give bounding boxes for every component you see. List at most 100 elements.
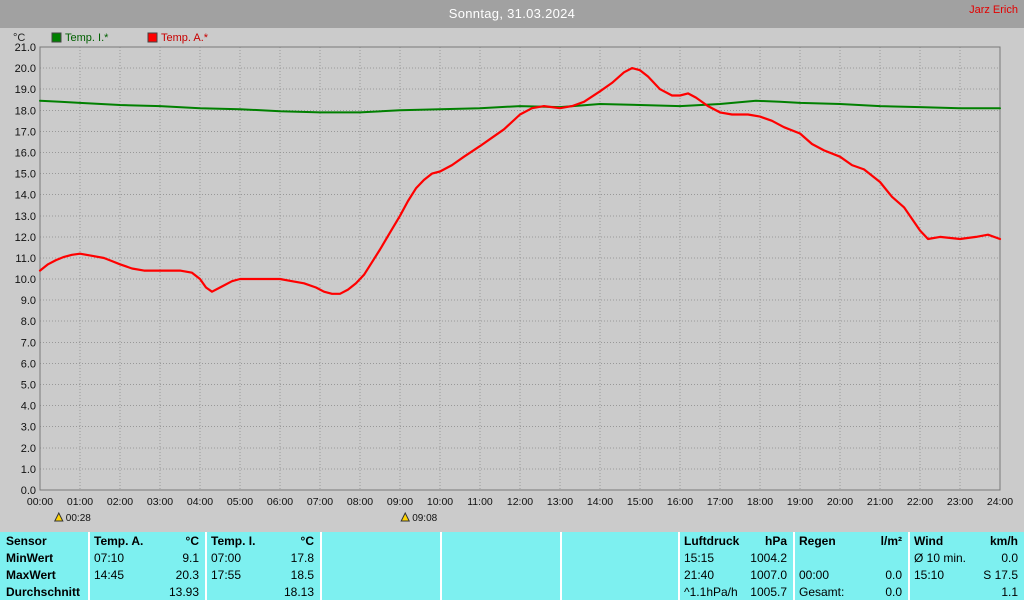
table-cell	[560, 549, 678, 566]
table-cell: 14:45 20.3	[88, 566, 205, 583]
svg-text:4.0: 4.0	[21, 401, 36, 413]
svg-text:17:00: 17:00	[707, 496, 733, 508]
table-cell	[440, 532, 560, 549]
table-cell: 18.13	[205, 583, 320, 600]
cell-time: 07:10	[94, 550, 125, 565]
svg-text:7.0: 7.0	[21, 337, 36, 349]
cell-value: 18.13	[283, 584, 314, 599]
svg-text:0.0: 0.0	[21, 485, 36, 497]
svg-text:08:00: 08:00	[347, 496, 373, 508]
event-marker-time: 00:28	[66, 513, 91, 524]
event-marker-icon	[53, 511, 64, 522]
table-cell: ^1.1hPa/h 1005.7	[678, 583, 793, 600]
svg-text:13:00: 13:00	[547, 496, 573, 508]
svg-text:24:00: 24:00	[987, 496, 1013, 508]
table-cell: Temp. I. °C	[205, 532, 320, 549]
table-cell: Temp. A. °C	[88, 532, 205, 549]
svg-text:07:00: 07:00	[307, 496, 333, 508]
svg-text:11.0: 11.0	[15, 253, 36, 265]
cell-value: 17.8	[290, 550, 314, 565]
table-cell: 21:40 1007.0	[678, 566, 793, 583]
svg-text:10.0: 10.0	[15, 274, 36, 286]
legend-swatch-icon	[147, 32, 158, 43]
cell-value: 1004.2	[750, 550, 787, 565]
svg-text:3.0: 3.0	[21, 422, 36, 434]
cell-value: S 17.5	[983, 567, 1018, 582]
svg-text:12:00: 12:00	[507, 496, 533, 508]
legend-label: Temp. I.*	[65, 32, 109, 44]
sensor-name: Temp. A.	[94, 533, 144, 548]
sensor-unit: hPa	[764, 533, 787, 548]
svg-text:17.0: 17.0	[15, 126, 36, 138]
svg-text:13.0: 13.0	[15, 211, 36, 223]
svg-text:5.0: 5.0	[21, 380, 36, 392]
page-title: Sonntag, 31.03.2024	[448, 6, 576, 21]
svg-text:11:00: 11:00	[467, 496, 493, 508]
chart-legend: Temp. I.* Temp. A.*	[51, 32, 209, 44]
event-marker-icon	[400, 511, 411, 522]
svg-text:18:00: 18:00	[747, 496, 773, 508]
row-label-text: Sensor	[6, 533, 47, 548]
table-row-label: Durchschnitt	[0, 583, 88, 600]
legend-swatch-icon	[51, 32, 62, 43]
cell-time: 17:55	[211, 567, 242, 582]
cell-time: Ø 10 min.	[914, 550, 967, 565]
cell-value: 1.1	[1001, 584, 1018, 599]
svg-text:10:00: 10:00	[427, 496, 453, 508]
table-cell	[560, 532, 678, 549]
cell-value: 1007.0	[750, 567, 787, 582]
title-bar: Sonntag, 31.03.2024 Jarz Erich	[0, 0, 1024, 28]
cell-time: 00:00	[799, 567, 830, 582]
table-cell: 07:00 17.8	[205, 549, 320, 566]
table-cell: 1.1	[908, 583, 1024, 600]
x-axis-labels: 00:00 01:00 02:00 03:00 04:00 05:00 06:00 07:00…	[27, 496, 1013, 508]
svg-text:14.0: 14.0	[15, 190, 36, 202]
table-cell	[560, 566, 678, 583]
svg-text:1.0: 1.0	[21, 464, 36, 476]
svg-text:6.0: 6.0	[21, 358, 36, 370]
svg-text:09:00: 09:00	[387, 496, 413, 508]
sensor-unit: °C	[300, 533, 314, 548]
table-cell: 07:10 9.1	[88, 549, 205, 566]
cell-value: 18.5	[290, 567, 314, 582]
svg-text:22:00: 22:00	[907, 496, 933, 508]
y-axis-unit: °C	[13, 32, 25, 44]
sensor-name: Temp. I.	[211, 533, 256, 548]
table-cell: 15:15 1004.2	[678, 549, 793, 566]
cell-value: 13.93	[168, 584, 199, 599]
cell-time: ^1.1hPa/h	[684, 584, 738, 599]
y-axis-labels: 21.0 20.0 19.0 18.0 17.0 16.0 15.0 14.0 13.0 12.0…	[15, 42, 36, 497]
svg-text:9.0: 9.0	[21, 295, 36, 307]
svg-text:19:00: 19:00	[787, 496, 813, 508]
svg-text:15.0: 15.0	[15, 169, 36, 181]
table-cell	[440, 549, 560, 566]
svg-text:19.0: 19.0	[15, 84, 36, 96]
cell-time: 15:10	[914, 567, 945, 582]
legend-label: Temp. A.*	[161, 32, 209, 44]
svg-text:02:00: 02:00	[107, 496, 133, 508]
sensor-name: Regen	[799, 533, 836, 548]
svg-text:00:00: 00:00	[27, 496, 53, 508]
table-cell: Luftdruck hPa	[678, 532, 793, 549]
cell-time: 21:40	[684, 567, 715, 582]
cell-time: Gesamt:	[799, 584, 845, 599]
cell-value: 20.3	[175, 567, 199, 582]
svg-text:15:00: 15:00	[627, 496, 653, 508]
table-cell: 17:55 18.5	[205, 566, 320, 583]
cell-time: 14:45	[94, 567, 125, 582]
row-label-text: MaxWert	[6, 567, 56, 582]
table-cell	[320, 583, 440, 600]
svg-text:21.0: 21.0	[15, 42, 36, 54]
table-cell: Regen l/m²	[793, 532, 908, 549]
svg-text:8.0: 8.0	[21, 316, 36, 328]
sensor-name: Luftdruck	[684, 533, 740, 548]
svg-text:20:00: 20:00	[827, 496, 853, 508]
svg-text:20.0: 20.0	[15, 63, 36, 75]
svg-text:14:00: 14:00	[587, 496, 613, 508]
cell-time: 07:00	[211, 550, 242, 565]
plot-frame	[39, 46, 1001, 491]
svg-text:01:00: 01:00	[67, 496, 93, 508]
svg-text:04:00: 04:00	[187, 496, 213, 508]
cell-value: 0.0	[885, 567, 902, 582]
sensor-unit: km/h	[989, 533, 1018, 548]
